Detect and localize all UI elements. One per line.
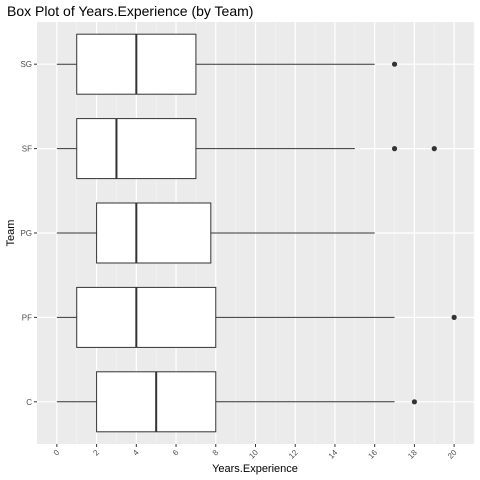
x-tick-label: 6 bbox=[171, 448, 181, 458]
y-tick-label: PG bbox=[20, 229, 32, 238]
outlier-point bbox=[432, 146, 437, 151]
x-tick-label: 0 bbox=[52, 448, 62, 458]
x-axis-title: Years.Experience bbox=[212, 463, 298, 475]
y-tick-label: C bbox=[26, 398, 32, 407]
x-tick-label: 4 bbox=[131, 448, 141, 458]
x-tick-label: 16 bbox=[366, 448, 379, 461]
iqr-box bbox=[77, 119, 196, 179]
y-tick-label: SG bbox=[20, 60, 32, 69]
outlier-point bbox=[392, 146, 397, 151]
x-tick-label: 20 bbox=[446, 448, 459, 461]
x-tick-label: 18 bbox=[406, 448, 419, 461]
chart-title: Box Plot of Years.Experience (by Team) bbox=[7, 3, 253, 19]
y-tick-label: PF bbox=[22, 313, 32, 322]
x-tick-label: 14 bbox=[327, 448, 340, 461]
y-axis-title: Team bbox=[5, 220, 17, 247]
outlier-point bbox=[392, 62, 397, 67]
y-axis: SG SF PG PF C bbox=[20, 60, 37, 407]
x-tick-label: 2 bbox=[91, 448, 101, 458]
x-tick-label: 10 bbox=[247, 448, 260, 461]
iqr-box bbox=[97, 203, 211, 263]
x-tick-label: 12 bbox=[287, 448, 300, 461]
outlier-point bbox=[412, 399, 417, 404]
outlier-point bbox=[452, 315, 457, 320]
x-axis: 0 2 4 6 8 10 12 14 16 18 20 bbox=[52, 444, 459, 461]
y-tick-label: SF bbox=[22, 145, 32, 154]
x-tick-label: 8 bbox=[211, 448, 221, 458]
iqr-box bbox=[77, 287, 216, 347]
